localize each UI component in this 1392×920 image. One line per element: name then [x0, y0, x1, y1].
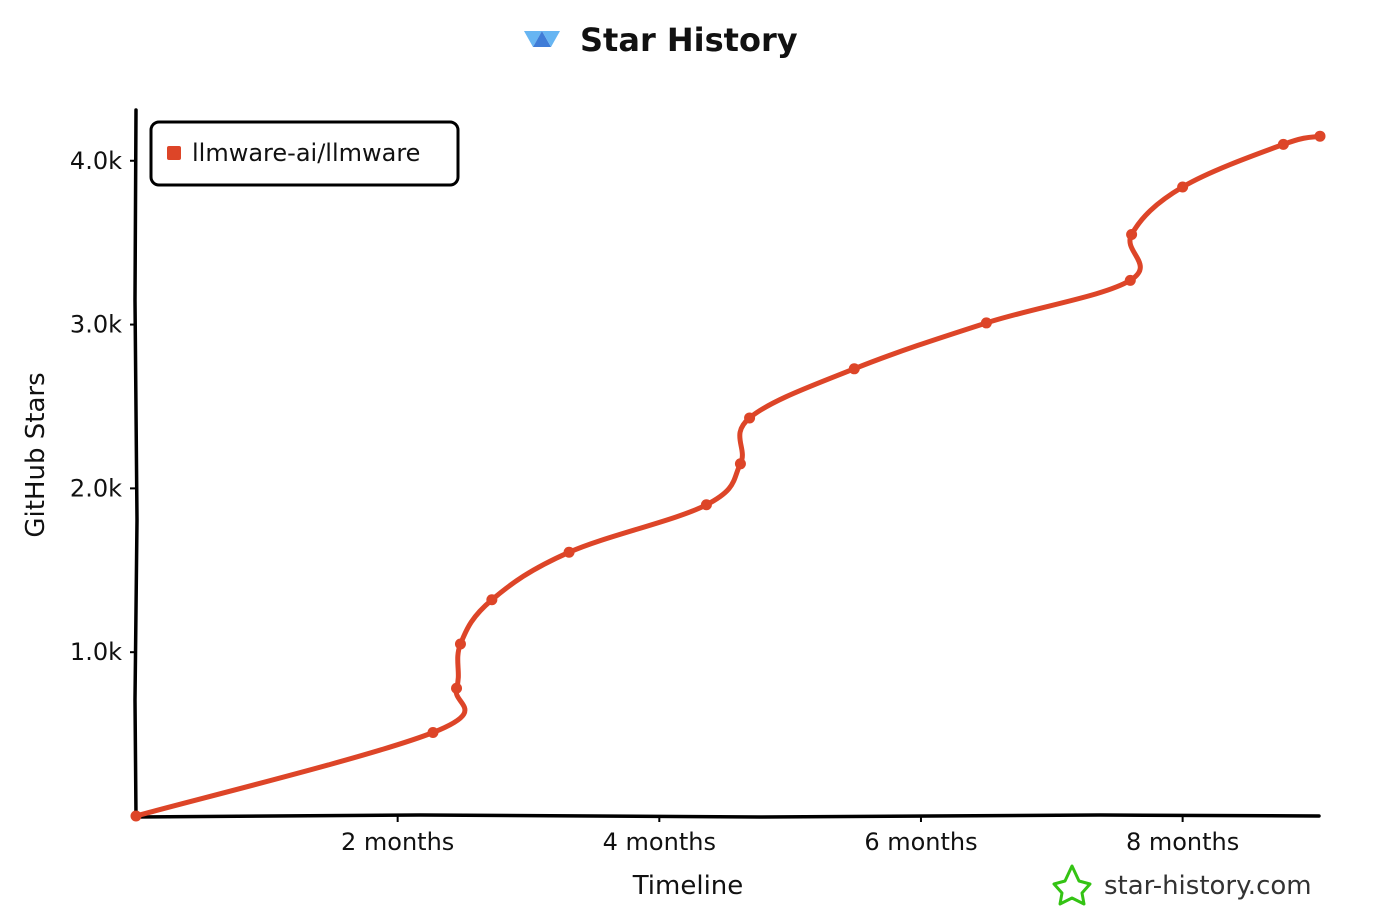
- y-tick-label: 3.0k: [70, 311, 122, 339]
- legend-box: [149, 120, 460, 187]
- data-point[interactable]: [1124, 274, 1136, 286]
- data-point[interactable]: [563, 546, 575, 558]
- y-tick-label: 1.0k: [70, 638, 122, 666]
- y-axis-ticks: 1.0k 2.0k 3.0k 4.0k: [70, 147, 136, 666]
- legend-item-label: llmware-ai/llmware: [192, 139, 420, 167]
- chart-header: Star History: [524, 21, 798, 59]
- x-tick-label: 8 months: [1126, 828, 1239, 856]
- x-tick-label: 6 months: [864, 828, 977, 856]
- data-point[interactable]: [1314, 130, 1326, 142]
- x-tick-label: 4 months: [603, 828, 716, 856]
- data-point[interactable]: [734, 458, 746, 470]
- data-point[interactable]: [451, 682, 463, 694]
- x-axis-title: Timeline: [632, 871, 744, 901]
- y-axis-title: GitHub Stars: [21, 372, 51, 537]
- watermark[interactable]: star-history.com: [1052, 864, 1312, 906]
- chart-title: Star History: [580, 21, 798, 59]
- y-axis-line: [133, 108, 139, 819]
- data-point[interactable]: [1177, 181, 1189, 193]
- data-point[interactable]: [486, 594, 498, 606]
- y-tick-label: 4.0k: [70, 147, 122, 175]
- series-line: [133, 133, 1323, 819]
- watermark-text: star-history.com: [1104, 871, 1312, 901]
- data-point[interactable]: [1126, 228, 1138, 240]
- star-outline-icon: [1052, 864, 1092, 906]
- x-axis-line: [132, 813, 1321, 819]
- data-point[interactable]: [1277, 138, 1289, 150]
- data-point[interactable]: [700, 499, 712, 511]
- data-point[interactable]: [744, 412, 756, 424]
- legend: llmware-ai/llmware: [149, 120, 460, 187]
- data-point[interactable]: [454, 638, 466, 650]
- y-tick-label: 2.0k: [70, 474, 122, 502]
- series-layer: [130, 130, 1326, 822]
- star-history-logo-icon: [524, 31, 560, 47]
- x-axis-ticks: 2 months 4 months 6 months 8 months: [341, 816, 1239, 856]
- data-point[interactable]: [427, 726, 439, 738]
- x-tick-label: 2 months: [341, 828, 454, 856]
- data-point[interactable]: [848, 363, 860, 375]
- data-point[interactable]: [980, 317, 992, 329]
- legend-swatch: [167, 146, 181, 160]
- data-point[interactable]: [130, 810, 142, 822]
